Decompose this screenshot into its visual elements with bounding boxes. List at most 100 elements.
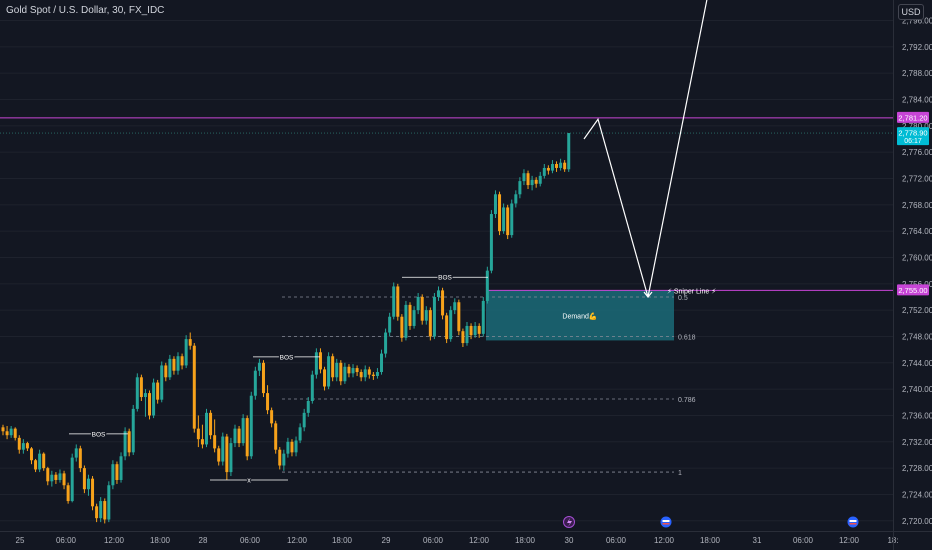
fib-level-label: 0.618 <box>678 334 696 341</box>
x-tick-label: 12:00 <box>839 536 860 545</box>
candle-body <box>257 362 261 371</box>
x-tick-label: 12:00 <box>654 536 675 545</box>
candle-body <box>530 179 534 186</box>
candle-body <box>91 478 95 507</box>
earnings-event-icon <box>660 516 672 528</box>
candle-body <box>461 331 465 344</box>
candle-body <box>229 443 233 473</box>
candle-body <box>477 325 481 334</box>
candle-body <box>449 310 453 340</box>
candle-body <box>107 485 111 520</box>
fib-level-label: 0.786 <box>678 397 696 404</box>
candle-body <box>506 207 510 236</box>
x-tick-label: 18:00 <box>515 536 536 545</box>
candle-body <box>481 300 485 334</box>
candle-body <box>351 368 355 374</box>
x-tick-label: 30 <box>565 536 574 545</box>
candle-body <box>160 365 164 400</box>
candle-body <box>489 214 493 271</box>
candle-body <box>404 304 408 338</box>
candle-body <box>563 162 567 170</box>
candle-body <box>54 474 58 480</box>
candle-body <box>213 435 217 449</box>
currency-button[interactable]: USD <box>898 4 924 20</box>
candle-body <box>172 358 176 371</box>
y-tick-label: 2,736.00 <box>902 411 932 420</box>
candle-body <box>78 448 82 469</box>
candle-body <box>538 175 542 184</box>
y-tick-label: 2,796.00 <box>902 17 932 26</box>
candle-body <box>237 428 241 444</box>
demand-zone-label: Demand💪 <box>562 311 597 320</box>
candle-body <box>302 412 306 428</box>
candle-body <box>339 362 343 382</box>
candle-body <box>294 440 298 453</box>
candle-body <box>485 270 489 301</box>
candle-body <box>58 473 62 480</box>
y-tick-label: 2,764.00 <box>902 227 932 236</box>
candle-body <box>380 353 384 373</box>
x-tick-label: 06:00 <box>423 536 444 545</box>
candle-body <box>424 310 428 321</box>
candle-body <box>335 362 339 378</box>
candle-body <box>99 501 103 519</box>
candle-body <box>310 374 314 401</box>
candle-body <box>103 501 107 520</box>
candle-body <box>74 448 78 458</box>
x-tick-label: 28 <box>199 536 208 545</box>
candle-body <box>1 427 5 432</box>
y-tick-label: 2,760.00 <box>902 253 932 262</box>
projection-path <box>583 0 708 298</box>
candle-body <box>192 345 196 429</box>
candle-body <box>34 460 38 470</box>
candle-body <box>119 456 123 480</box>
candle-body <box>526 173 530 186</box>
candle-body <box>249 395 253 457</box>
price-tag-countdown: 06:17 <box>904 138 922 145</box>
y-tick-label: 2,732.00 <box>902 438 932 447</box>
projection-arrowhead <box>643 291 653 298</box>
candle-body <box>139 377 143 398</box>
candle-body <box>241 418 245 444</box>
candle-body <box>375 372 379 376</box>
candle-body <box>148 393 152 416</box>
candle-body <box>318 352 322 370</box>
candle-body <box>384 332 388 354</box>
symbol-title[interactable]: Gold Spot / U.S. Dollar, 30, FX_IDC <box>6 5 165 16</box>
x-tick-label: 06:00 <box>606 536 627 545</box>
price-tag-value: 2,755.00 <box>898 286 927 295</box>
candle-body <box>245 418 249 457</box>
dividend-event-icon <box>563 516 575 528</box>
y-tick-label: 2,720.00 <box>902 517 932 526</box>
candle-body <box>392 286 396 317</box>
candle-body <box>225 436 229 473</box>
bos-label: BOS <box>92 431 106 438</box>
x-tick-label: 12:00 <box>287 536 308 545</box>
candle-body <box>457 302 461 332</box>
candle-body <box>270 410 274 424</box>
candle-body <box>290 441 294 453</box>
candle-body <box>115 464 119 480</box>
candle-body <box>127 431 131 453</box>
y-tick-label: 2,784.00 <box>902 95 932 104</box>
candle-body <box>550 164 554 171</box>
candle-body <box>367 369 371 375</box>
candle-body <box>13 428 17 438</box>
candle-body <box>131 408 135 453</box>
candle-body <box>62 473 66 486</box>
candle-body <box>29 448 33 461</box>
candle-body <box>371 374 375 376</box>
candle-body <box>453 302 457 311</box>
price-tag <box>897 111 929 123</box>
candle-body <box>400 316 404 338</box>
x-tick-label: 18:00 <box>700 536 721 545</box>
candle-body <box>469 325 473 336</box>
candle-body <box>436 290 440 297</box>
candle-body <box>567 133 571 170</box>
candle-body <box>555 164 559 168</box>
candle-body <box>233 428 237 444</box>
candle-body <box>522 173 526 182</box>
candle-body <box>559 162 563 168</box>
